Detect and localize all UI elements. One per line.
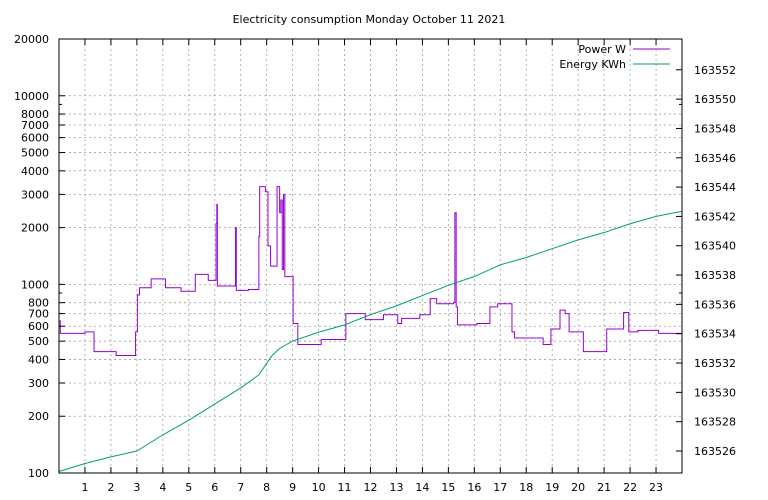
y2-tick-label: 163532 <box>694 357 736 370</box>
x-tick-label: 14 <box>415 481 429 494</box>
x-tick-label: 6 <box>211 481 218 494</box>
y-tick-label: 100 <box>28 467 49 480</box>
y2-tick-label: 163538 <box>694 269 736 282</box>
y2-tick-labels: 163526 163528 163530 163532 163534 163536 1635… <box>694 64 736 458</box>
x-tick-label: 1 <box>81 481 88 494</box>
x-tick-label: 7 <box>237 481 244 494</box>
y-tick-label: 800 <box>28 297 49 310</box>
y-tick-label: 7000 <box>21 119 49 132</box>
y-tick-label: 400 <box>28 353 49 366</box>
y2-tick-label: 163536 <box>694 298 736 311</box>
x-tick-label: 20 <box>571 481 585 494</box>
legend-label-energy: Energy KWh <box>559 58 626 71</box>
y-tick-label: 10000 <box>14 90 49 103</box>
y-tick-label: 4000 <box>21 165 49 178</box>
y-tick-label: 6000 <box>21 132 49 145</box>
y2-tick-label: 163552 <box>694 64 736 77</box>
y2-tick-label: 163526 <box>694 445 736 458</box>
y2-tick-label: 163550 <box>694 93 736 106</box>
grid <box>59 39 682 473</box>
x-tick-label: 5 <box>185 481 192 494</box>
x-tick-label: 17 <box>493 481 507 494</box>
energy-line <box>58 210 683 473</box>
y-tick-label: 500 <box>28 335 49 348</box>
y-tick-label: 8000 <box>21 108 49 121</box>
x-tick-label: 13 <box>389 481 403 494</box>
x-tick-label: 8 <box>263 481 270 494</box>
legend-label-power: Power W <box>578 43 626 56</box>
x-tick-label: 15 <box>441 481 455 494</box>
y-tick-label: 5000 <box>21 147 49 160</box>
y2-tick-label: 163530 <box>694 386 736 399</box>
y2-tick-label: 163548 <box>694 122 736 135</box>
x-tick-label: 22 <box>623 481 637 494</box>
y2-tick-label: 163540 <box>694 240 736 253</box>
x-tick-label: 16 <box>467 481 481 494</box>
y2-tick-label: 163534 <box>694 328 736 341</box>
x-tick-label: 2 <box>107 481 114 494</box>
y2-tick-label: 163546 <box>694 152 736 165</box>
legend: Power W Energy KWh <box>559 43 670 71</box>
x-tick-label: 4 <box>159 481 166 494</box>
x-tick-label: 10 <box>312 481 326 494</box>
chart-title: Electricity consumption Monday October 1… <box>233 13 506 26</box>
y-tick-label: 2000 <box>21 222 49 235</box>
x-tick-label: 3 <box>133 481 140 494</box>
power-line <box>59 186 682 356</box>
x-tick-label: 21 <box>597 481 611 494</box>
x-tick-label: 11 <box>338 481 352 494</box>
x-tick-labels: 1 2 3 4 5 6 7 8 9 10 11 12 13 14 15 16 17 18 19 20 21 22 23 <box>81 481 663 494</box>
x-tick-label: 12 <box>364 481 378 494</box>
y2-tick-label: 163528 <box>694 416 736 429</box>
x-tick-label: 18 <box>519 481 533 494</box>
y-tick-label: 3000 <box>21 188 49 201</box>
power-series <box>59 186 682 356</box>
energy-series <box>58 210 683 473</box>
y2-tick-label: 163542 <box>694 210 736 223</box>
y-tick-label: 300 <box>28 377 49 390</box>
x-tick-label: 19 <box>545 481 559 494</box>
x-tick-label: 23 <box>649 481 663 494</box>
y-tick-label: 600 <box>28 320 49 333</box>
y2-tick-label: 163544 <box>694 181 736 194</box>
x-tick-label: 9 <box>289 481 296 494</box>
y-tick-label: 20000 <box>14 33 49 46</box>
y-tick-label: 700 <box>28 308 49 321</box>
ticks <box>59 38 682 474</box>
y-tick-label: 200 <box>28 410 49 423</box>
y-tick-label: 1000 <box>21 278 49 291</box>
